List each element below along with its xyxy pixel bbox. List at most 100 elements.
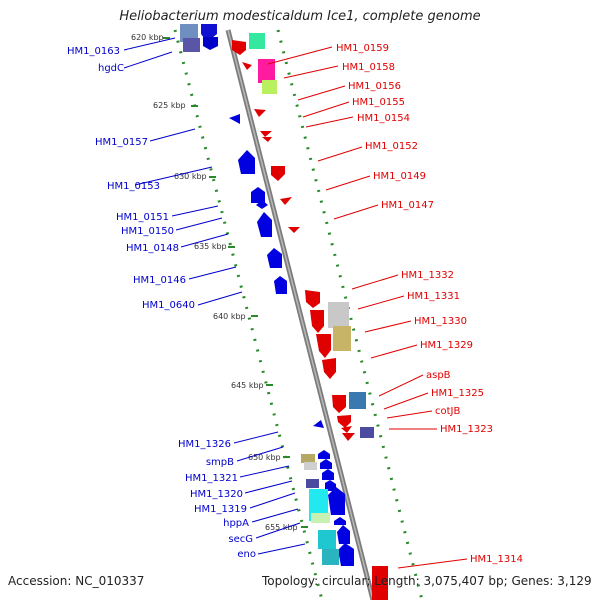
gene-arrow — [338, 543, 354, 566]
gene-label: hppA — [223, 518, 249, 529]
tick-label: 635 kbp — [194, 242, 227, 251]
gene-arrow — [256, 200, 268, 209]
gene-label: aspB — [426, 370, 451, 381]
gene-arrow — [254, 109, 266, 117]
tick-label: 630 kbp — [174, 172, 207, 181]
gene-arrow — [274, 276, 287, 294]
gene-arrow — [251, 187, 265, 203]
gene-block — [183, 38, 200, 52]
gene-block — [349, 392, 366, 409]
gene-label: HM1_1314 — [470, 554, 523, 565]
gene-label: HM1_1330 — [414, 316, 467, 327]
gene-arrow — [325, 480, 336, 491]
gene-label: HM1_1320 — [190, 489, 243, 500]
gene-label: HM1_0153 — [107, 181, 160, 192]
gene-arrow — [262, 137, 272, 142]
gene-label: HM1_0159 — [336, 43, 389, 54]
gene-arrow — [337, 525, 350, 544]
gene-label: HM1_1332 — [401, 270, 454, 281]
gene-label: HM1_0150 — [121, 226, 174, 237]
genome-summary-text: Topology: circular; Length: 3,075,407 bp… — [262, 574, 592, 588]
forward-strand-genes — [232, 33, 388, 600]
gene-arrow — [322, 358, 336, 379]
gene-arrow — [305, 290, 320, 308]
tick-label: 650 kbp — [248, 453, 281, 462]
gene-arrow — [320, 459, 332, 469]
gene-block — [328, 302, 349, 328]
gene-label: HM1_0151 — [116, 212, 169, 223]
gene-arrow — [332, 395, 346, 413]
gene-label: hgdC — [98, 63, 124, 74]
gene-label: smpB — [206, 457, 234, 468]
gene-label: HM1_0148 — [126, 243, 179, 254]
gene-block — [372, 566, 388, 600]
gene-arrow — [328, 487, 345, 515]
gene-label: HM1_1323 — [440, 424, 493, 435]
gene-arrow — [242, 62, 252, 70]
gene-arrow — [318, 450, 330, 459]
gene-arrow — [267, 248, 282, 268]
gene-label: HM1_0157 — [95, 137, 148, 148]
gene-label: HM1_1325 — [431, 388, 484, 399]
gene-block — [306, 479, 319, 488]
gene-label: HM1_0156 — [348, 81, 401, 92]
gene-label: HM1_1331 — [407, 291, 460, 302]
tick-label: 625 kbp — [153, 101, 186, 110]
gene-arrow — [341, 426, 352, 433]
tick-label: 655 kbp — [265, 523, 298, 532]
gene-arrow — [334, 517, 346, 525]
gene-block — [304, 462, 317, 470]
gene-label: HM1_0149 — [373, 171, 426, 182]
gene-label: HM1_0640 — [142, 300, 195, 311]
tick-label: 645 kbp — [231, 381, 264, 390]
accession-text: Accession: NC_010337 — [8, 574, 145, 588]
gene-label: cotJB — [435, 406, 460, 417]
gene-label: HM1_0163 — [67, 46, 120, 57]
gene-label: HM1_0155 — [352, 97, 405, 108]
gene-arrow — [257, 212, 272, 237]
map-title: Heliobacterium modesticaldum Ice1, compl… — [119, 9, 481, 24]
reverse-strand-genes — [180, 24, 354, 566]
gene-label: HM1_0154 — [357, 113, 410, 124]
gene-arrow — [260, 131, 272, 137]
gene-arrow — [322, 469, 334, 480]
gene-label: eno — [237, 549, 256, 560]
left-leaders — [123, 37, 306, 555]
gene-block — [311, 513, 330, 523]
gene-arrow — [232, 40, 246, 55]
gene-block — [360, 427, 374, 438]
gene-arrow — [313, 420, 324, 428]
gene-block — [180, 24, 198, 42]
gene-block — [262, 80, 277, 94]
tick-label: 620 kbp — [131, 33, 164, 42]
gene-arrow — [337, 415, 351, 428]
gene-block — [318, 530, 336, 549]
gene-arrow — [238, 150, 255, 174]
gene-arrow — [271, 166, 285, 181]
gene-arrow — [229, 114, 240, 124]
gene-label: HM1_0158 — [342, 62, 395, 73]
gene-label: HM1_1326 — [178, 439, 231, 450]
gene-arrow — [342, 433, 355, 441]
gene-block — [322, 549, 339, 565]
gene-label: HM1_1321 — [185, 473, 238, 484]
gene-arrow — [316, 334, 331, 358]
right-leaders — [267, 46, 468, 569]
gene-arrow — [310, 310, 324, 333]
tick-marks — [163, 37, 308, 528]
gene-label: HM1_0146 — [133, 275, 186, 286]
gene-block — [249, 33, 265, 49]
gene-label: HM1_0152 — [365, 141, 418, 152]
gene-arrow — [203, 37, 218, 50]
tick-label: 640 kbp — [213, 312, 246, 321]
gene-label: HM1_0147 — [381, 200, 434, 211]
gene-arrow — [288, 227, 300, 233]
gene-label: HM1_1329 — [420, 340, 473, 351]
left-labels: HM1_0163 hgdC HM1_0157 HM1_0153 HM1_0151… — [67, 46, 256, 560]
gene-arrow — [280, 197, 292, 205]
gene-block — [258, 59, 275, 83]
gene-label: secG — [228, 534, 253, 545]
right-labels: HM1_0159 HM1_0158 HM1_0156 HM1_0155 HM1_… — [336, 43, 523, 565]
tick-labels: 620 kbp 625 kbp 630 kbp 635 kbp 640 kbp … — [131, 33, 298, 532]
